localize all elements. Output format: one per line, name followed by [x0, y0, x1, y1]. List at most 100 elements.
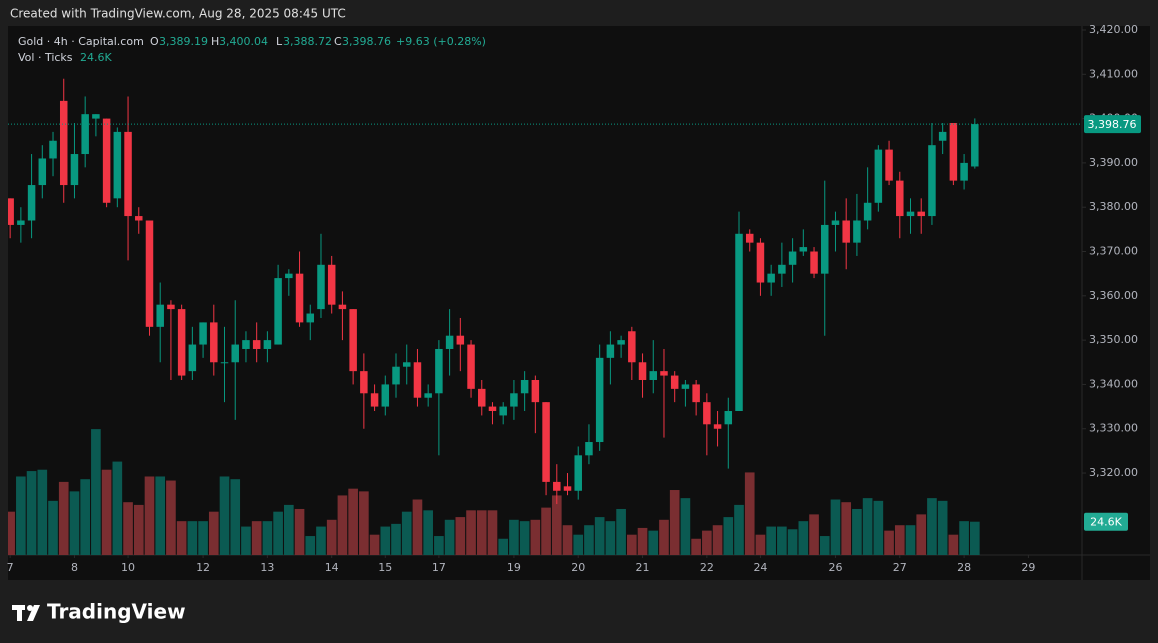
volume-bar	[809, 514, 819, 555]
volume-bar	[391, 523, 401, 555]
candle-body	[756, 242, 765, 283]
candle-body	[124, 131, 132, 217]
volume-bar	[80, 479, 90, 555]
candle-body	[8, 198, 14, 225]
volume-bar	[702, 530, 712, 555]
volume-bar	[959, 521, 969, 555]
candle-body	[252, 340, 261, 349]
candle-body	[778, 264, 786, 274]
candle-body	[59, 100, 68, 186]
candle-body	[810, 251, 818, 274]
candle-body	[17, 220, 25, 225]
candle-body	[488, 406, 497, 412]
volume-bar	[798, 521, 809, 555]
candle-body	[263, 340, 272, 349]
volume-bar	[48, 500, 58, 555]
volume-bar	[894, 525, 905, 555]
volume-bar	[176, 521, 187, 555]
volume-bar	[819, 536, 830, 555]
volume-bar	[659, 519, 669, 555]
volume-bar	[755, 534, 766, 555]
volume-bar	[326, 519, 337, 555]
volume-bar	[594, 517, 605, 555]
candle-body	[70, 154, 79, 186]
plot	[8, 78, 1082, 555]
volume-bar	[230, 479, 241, 555]
candle-body	[831, 220, 840, 225]
volume-bar	[605, 521, 616, 555]
volume-bar	[777, 526, 787, 555]
candle-body	[177, 309, 186, 376]
candle-body	[445, 335, 454, 349]
legend-value: 3,400.04	[219, 35, 268, 48]
legend-value: 3,389.19	[159, 35, 208, 48]
volume-bar	[466, 510, 476, 555]
candle-body	[370, 393, 379, 407]
last-volume-badge	[1084, 512, 1128, 531]
legend-volume-name: Vol · Ticks	[18, 51, 73, 64]
y-tick-label: 3,390.00	[1089, 156, 1138, 169]
volume-bar	[348, 488, 358, 555]
candle-body	[563, 486, 572, 491]
candle-body	[692, 384, 700, 403]
volume-bar	[551, 495, 562, 555]
volume-bar	[616, 508, 626, 555]
last-price-label: 3,398.76	[1088, 118, 1137, 131]
volume-bar	[262, 521, 273, 555]
candle-body	[349, 309, 357, 372]
volume-bar	[712, 525, 723, 555]
candle-body	[842, 220, 850, 243]
candle-body	[467, 344, 475, 389]
candle-body	[392, 366, 400, 385]
logo-icon	[12, 605, 40, 621]
candle-body	[767, 273, 775, 283]
x-tick-label: 15	[378, 561, 392, 574]
volume-bar	[626, 534, 637, 555]
y-tick-label: 3,380.00	[1089, 200, 1138, 213]
volume-bar	[680, 498, 691, 555]
x-tick-label: 10	[121, 561, 135, 574]
candle-body	[703, 402, 711, 425]
volume-bar	[519, 521, 530, 555]
x-tick-label: 14	[325, 561, 339, 574]
volume-bar	[166, 480, 176, 555]
volume-bar	[723, 517, 734, 555]
volume-bar	[669, 490, 680, 555]
candle-body	[874, 149, 883, 203]
candle-body	[231, 344, 239, 363]
legend-key: O	[150, 35, 159, 48]
candle-body	[606, 344, 615, 358]
candle-body	[542, 402, 550, 482]
candle-body	[81, 114, 89, 155]
candle-body	[896, 180, 904, 217]
candle-body	[595, 357, 604, 443]
candle-body	[424, 393, 432, 398]
candle-body	[274, 278, 282, 345]
candle-body	[745, 233, 754, 243]
volume-bar	[584, 525, 594, 555]
candle-body	[317, 264, 325, 310]
volume-bar	[380, 526, 391, 555]
x-tick-label: 22	[700, 561, 714, 574]
candle-body	[338, 304, 347, 310]
candle-body	[381, 384, 390, 407]
x-tick-label: 28	[957, 561, 971, 574]
x-tick-label: 29	[1021, 561, 1035, 574]
y-tick-label: 3,360.00	[1089, 289, 1138, 302]
y-tick-label: 3,350.00	[1089, 333, 1138, 346]
candle-body	[938, 131, 947, 141]
legend-value: 3,398.76	[342, 35, 391, 48]
volume-bar	[369, 534, 380, 555]
volume-bar	[637, 527, 648, 555]
candle-body	[327, 264, 336, 305]
volume-bar	[530, 519, 541, 555]
candle-body	[113, 131, 122, 199]
volume-bar	[16, 476, 26, 555]
x-tick-label: 26	[828, 561, 842, 574]
candle-body	[949, 123, 958, 181]
candle-body	[156, 304, 164, 327]
volume-bar	[444, 519, 455, 555]
volume-bar	[251, 521, 262, 555]
volume-bar	[91, 429, 101, 555]
x-tick-label: 12	[196, 561, 210, 574]
